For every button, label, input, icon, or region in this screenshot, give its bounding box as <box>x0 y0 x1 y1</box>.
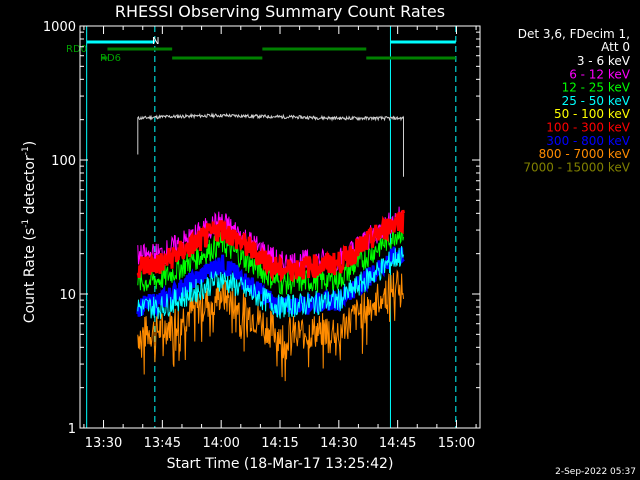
legend-entry: 12 - 25 keV <box>562 81 631 95</box>
series-line <box>137 246 404 319</box>
series-line <box>136 209 405 283</box>
legend-entry: 100 - 300 keV <box>546 121 630 135</box>
legend-title-line2: Att 0 <box>601 40 630 54</box>
legend-entry: 50 - 100 keV <box>554 107 631 121</box>
y-tick-label: 1000 <box>43 20 76 35</box>
axes: N RD0 RD6 1 10 100 1000 13:30 13:45 14:00 14:15 14:… <box>43 20 481 451</box>
legend-entry: 300 - 800 keV <box>546 134 630 148</box>
chart-title: RHESSI Observing Summary Count Rates <box>115 2 445 21</box>
flag-label-rd0: RD0 <box>66 44 87 55</box>
legend-title-line1: Det 3,6, FDecim 1, <box>518 27 630 41</box>
legend-entry: 25 - 50 keV <box>562 94 631 108</box>
flag-label-rd6: RD6 <box>100 53 121 64</box>
x-tick-label: 13:30 <box>85 436 122 451</box>
x-tick-label: 14:45 <box>379 436 416 451</box>
series-line-3-6kev <box>137 112 404 177</box>
legend-entry: 6 - 12 keV <box>569 67 631 81</box>
y-tick-label: 100 <box>51 154 76 169</box>
x-tick-label: 13:45 <box>144 436 181 451</box>
x-axis-label: Start Time (18-Mar-17 13:25:42) <box>167 456 394 472</box>
legend-entry: 3 - 6 keV <box>577 54 631 68</box>
y-axis-label: Count Rate (s-1 detector-1) <box>21 141 38 323</box>
legend-entry: 800 - 7000 keV <box>539 147 631 161</box>
x-tick-label: 14:15 <box>261 436 298 451</box>
legend-entry: 7000 - 15000 keV <box>523 160 630 174</box>
x-tick-label: 15:00 <box>438 436 475 451</box>
y-tick-label: 10 <box>59 288 76 303</box>
x-tick-label: 14:00 <box>202 436 239 451</box>
plot-area <box>86 26 457 428</box>
series-line <box>137 269 404 382</box>
y-tick-label: 1 <box>68 422 76 437</box>
flag-label-n: N <box>152 36 159 47</box>
timestamp: 2-Sep-2022 05:37 <box>555 467 636 477</box>
x-tick-label: 14:30 <box>320 436 357 451</box>
